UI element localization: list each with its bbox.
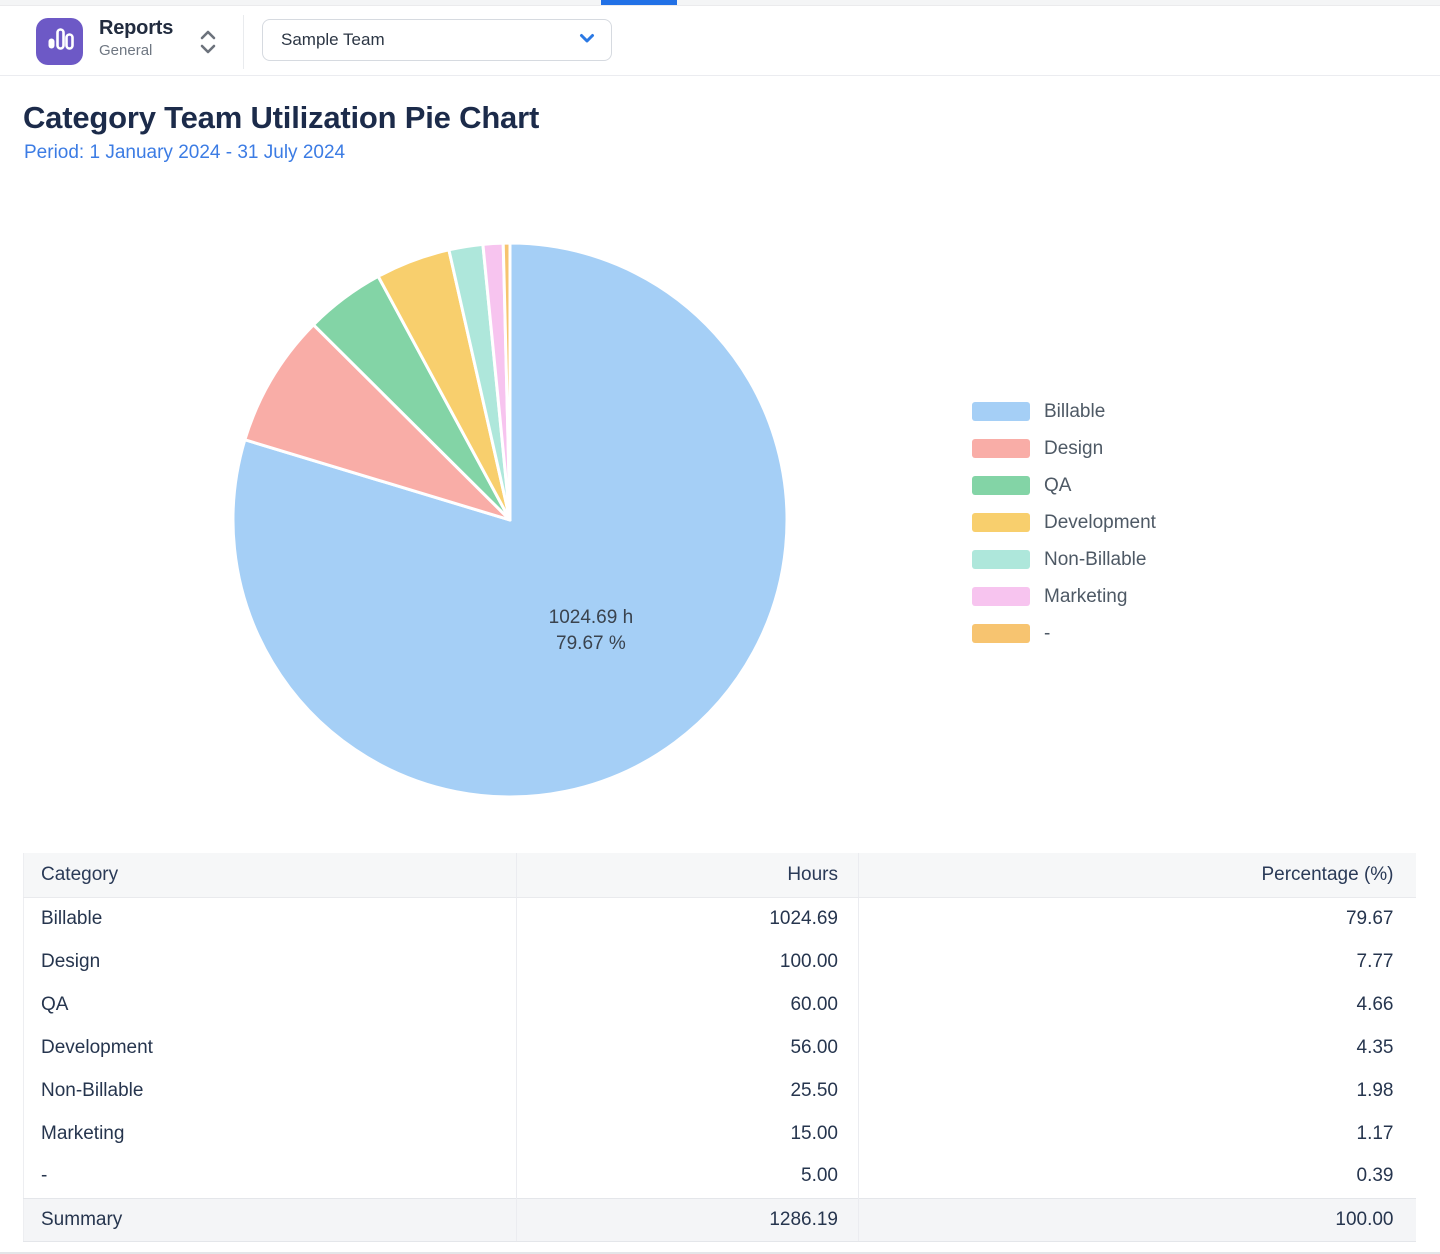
- legend-label: Development: [1044, 512, 1156, 533]
- team-selector-value: Sample Team: [281, 30, 385, 49]
- reports-app-logo: [36, 18, 83, 65]
- cell-hours: 56.00: [516, 1026, 859, 1069]
- team-selector-dropdown[interactable]: Sample Team: [262, 19, 612, 61]
- table-row: QA 60.00 4.66: [24, 983, 1416, 1026]
- legend-label: QA: [1044, 475, 1072, 496]
- legend-swatch: [972, 402, 1030, 421]
- table-row: Non-Billable 25.50 1.98: [24, 1069, 1416, 1112]
- summary-label: Summary: [23, 1197, 517, 1242]
- legend-label: Non-Billable: [1044, 549, 1147, 570]
- legend-item-marketing[interactable]: Marketing: [972, 587, 1156, 606]
- legend-swatch: [972, 476, 1030, 495]
- cell-category: Design: [41, 950, 101, 972]
- cell-hours: 60.00: [516, 983, 859, 1026]
- cell-hours: 25.50: [516, 1069, 859, 1112]
- app-titles: Reports General: [99, 15, 173, 61]
- table-row: Design 100.00 7.77: [24, 940, 1416, 983]
- legend-label: Marketing: [1044, 586, 1128, 607]
- cell-category: Billable: [41, 907, 103, 929]
- legend-item-non-billable[interactable]: Non-Billable: [972, 550, 1156, 569]
- report-period: Period: 1 January 2024 - 31 July 2024: [24, 142, 346, 163]
- pie-chart: 1024.69 h 79.67 %: [231, 241, 789, 799]
- legend-label: -: [1044, 623, 1051, 644]
- table-row: Development 56.00 4.35: [24, 1026, 1416, 1069]
- app-subtitle: General: [99, 42, 153, 59]
- legend-label: Design: [1044, 438, 1104, 459]
- legend-label: Billable: [1044, 401, 1106, 422]
- cell-percentage: 4.66: [858, 983, 1416, 1026]
- legend-item-billable[interactable]: Billable: [972, 402, 1156, 421]
- cell-percentage: 1.17: [858, 1112, 1416, 1155]
- cell-category: Non-Billable: [41, 1079, 144, 1101]
- chevron-down-icon: [579, 31, 595, 49]
- summary-row: Summary 1286.19 100.00: [23, 1197, 1416, 1242]
- header-divider: [243, 15, 244, 69]
- legend-swatch: [972, 439, 1030, 458]
- cell-category: -: [41, 1165, 48, 1187]
- cell-hours: 1024.69: [516, 897, 859, 940]
- pie-slice-label: 1024.69 h 79.67 %: [549, 607, 634, 654]
- cell-hours: 15.00: [516, 1112, 859, 1155]
- page-title: Category Team Utilization Pie Chart: [23, 100, 540, 135]
- app-header: Reports General Sample Team: [0, 6, 1440, 76]
- browser-edge-strip: [0, 0, 1440, 6]
- active-tab-indicator: [601, 0, 677, 5]
- cell-percentage: 1.98: [858, 1069, 1416, 1112]
- legend-swatch: [972, 513, 1030, 532]
- cell-percentage: 4.35: [858, 1026, 1416, 1069]
- table-row: Marketing 15.00 1.17: [24, 1112, 1416, 1155]
- table-row: Billable 1024.69 79.67: [24, 897, 1416, 940]
- column-header-percentage: Percentage (%): [858, 853, 1416, 898]
- legend-item--[interactable]: -: [972, 624, 1156, 643]
- column-header-hours: Hours: [516, 853, 859, 898]
- table-row: - 5.00 0.39: [24, 1155, 1416, 1198]
- cell-hours: 100.00: [516, 940, 859, 983]
- legend-swatch: [972, 550, 1030, 569]
- chart-legend: Billable Design QA Development Non-Billable M…: [972, 402, 1156, 661]
- legend-swatch: [972, 587, 1030, 606]
- summary-percentage: 100.00: [858, 1197, 1416, 1242]
- pie-slice-design[interactable]: [243, 323, 512, 522]
- up-down-chevrons-icon: [198, 27, 218, 62]
- window-bottom-edge: [0, 1252, 1440, 1254]
- cell-hours: 5.00: [516, 1155, 859, 1198]
- cell-category: QA: [41, 993, 69, 1015]
- report-type-switcher[interactable]: Reports General: [36, 6, 226, 76]
- pie-slice--[interactable]: [501, 241, 512, 522]
- legend-item-development[interactable]: Development: [972, 513, 1156, 532]
- pie-slice-billable[interactable]: [231, 241, 789, 799]
- bar-chart-icon: [45, 24, 75, 59]
- column-header-category: Category: [23, 853, 517, 898]
- app-title: Reports: [99, 17, 174, 39]
- cell-percentage: 79.67: [858, 897, 1416, 940]
- cell-category: Marketing: [41, 1122, 125, 1144]
- category-table: Category Hours Percentage (%) Billable 10…: [23, 853, 1416, 1242]
- cell-category: Development: [41, 1036, 153, 1058]
- legend-item-design[interactable]: Design: [972, 439, 1156, 458]
- legend-item-qa[interactable]: QA: [972, 476, 1156, 495]
- cell-percentage: 0.39: [858, 1155, 1416, 1198]
- cell-percentage: 7.77: [858, 940, 1416, 983]
- table-header-row: Category Hours Percentage (%): [23, 853, 1416, 898]
- legend-swatch: [972, 624, 1030, 643]
- summary-hours: 1286.19: [516, 1197, 859, 1242]
